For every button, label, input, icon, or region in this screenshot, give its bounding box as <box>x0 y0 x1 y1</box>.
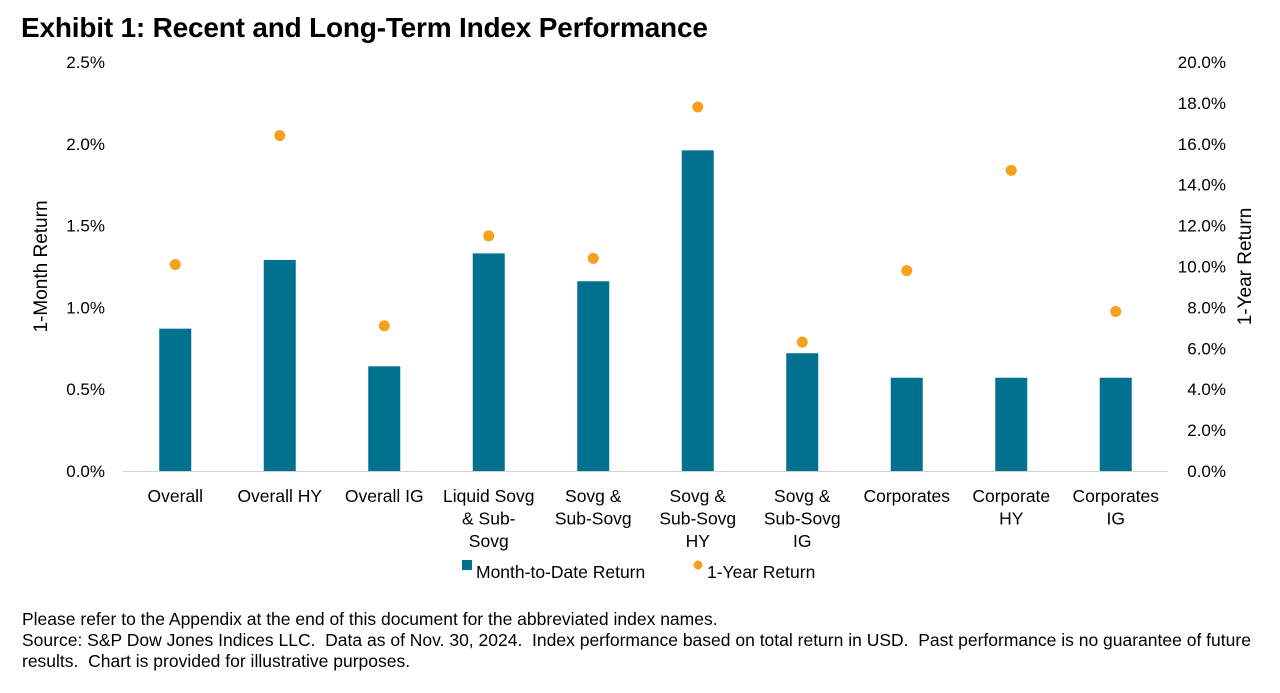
x-category-label-line: Sovg & <box>774 486 831 506</box>
x-category-label: Sovg & Sub-Sovg HY <box>659 486 736 551</box>
point-1-year <box>796 336 808 348</box>
x-category-label: Sovg & Sub-Sovg <box>555 486 632 529</box>
bar-month-to-date <box>159 328 192 471</box>
bar-month-to-date <box>472 253 505 471</box>
x-category-label-line: Sub-Sovg <box>555 509 632 529</box>
bar-month-to-date <box>577 281 610 471</box>
bar-month-to-date <box>263 259 296 471</box>
y-left-tick-label: 2.0% <box>66 135 105 154</box>
x-category-label-line: IG <box>793 531 811 551</box>
y-right-tick-label: 18.0% <box>1178 94 1226 113</box>
x-category-label: Overall <box>148 486 203 506</box>
x-category-label-line: Corporates <box>863 486 950 506</box>
legend-label-month-to-date: Month-to-Date Return <box>476 562 645 582</box>
x-category-label-line: Sovg & <box>565 486 622 506</box>
y-right-tick-label: 6.0% <box>1187 339 1226 358</box>
y-left-tick-label: 2.5% <box>66 53 105 72</box>
x-category-label: Sovg & Sub-Sovg IG <box>764 486 841 551</box>
bar-month-to-date <box>786 353 819 471</box>
chart: 0.0% 0.5% 1.0% 1.5% 2.0% 2.5% 0.0% 2.0% 4.0% 6.0%… <box>31 53 1256 582</box>
y-right-tick-label: 16.0% <box>1178 135 1226 154</box>
x-category-label-line: Corporate <box>972 486 1050 506</box>
point-1-year <box>169 258 181 270</box>
y-right-tick-label: 10.0% <box>1178 258 1226 277</box>
x-category-label-line: Overall <box>148 486 203 506</box>
point-1-year <box>483 230 495 242</box>
y-left-axis-title: 1-Month Return <box>31 200 52 332</box>
x-category-label-line: Sub-Sovg <box>764 509 841 529</box>
point-1-year <box>901 265 913 277</box>
x-category-label: Overall HY <box>237 486 322 506</box>
point-1-year <box>587 252 599 264</box>
y-right-tick-label: 20.0% <box>1178 53 1226 72</box>
bar-month-to-date <box>1099 377 1132 471</box>
y-left-tick-label: 0.0% <box>66 462 105 481</box>
x-category-label-line: IG <box>1107 509 1125 529</box>
y-right-tick-label: 4.0% <box>1187 380 1226 399</box>
x-category-label: Overall IG <box>345 486 424 506</box>
footnotes: Please refer to the Appendix at the end … <box>22 609 1267 672</box>
y-left-tick-label: 1.0% <box>66 298 105 317</box>
x-category-label-line: Corporates <box>1072 486 1159 506</box>
x-category-label-line: Liquid Sovg <box>443 486 534 506</box>
x-category-label-line: HY <box>686 531 711 551</box>
legend-swatch-1-year <box>693 560 703 570</box>
chart-title: Exhibit 1: Recent and Long-Term Index Pe… <box>21 12 708 43</box>
y-right-tick-label: 8.0% <box>1187 298 1226 317</box>
legend-swatch-month-to-date <box>462 560 472 570</box>
x-category-label-line: HY <box>999 509 1024 529</box>
x-category-label-line: Overall HY <box>237 486 322 506</box>
y-right-tick-label: 0.0% <box>1187 462 1226 481</box>
x-category-label-line: Sovg & <box>670 486 727 506</box>
y-left-tick-label: 1.5% <box>66 217 105 236</box>
x-category-label-line: Overall IG <box>345 486 424 506</box>
bar-month-to-date <box>995 377 1028 471</box>
y-right-tick-label: 2.0% <box>1187 421 1226 440</box>
bar-month-to-date <box>890 377 923 471</box>
x-category-label-line: Sub-Sovg <box>659 509 736 529</box>
point-1-year <box>1110 305 1122 317</box>
legend-label-1-year: 1-Year Return <box>707 562 815 582</box>
y-right-tick-label: 14.0% <box>1178 176 1226 195</box>
appendix-note: Please refer to the Appendix at the end … <box>22 609 718 629</box>
x-category-label: Corporates IG <box>1072 486 1159 529</box>
point-1-year <box>274 130 286 142</box>
point-1-year <box>1005 164 1017 176</box>
x-category-label-line: Sovg <box>469 531 509 551</box>
x-category-label: Liquid Sovg & Sub-Sovg <box>443 486 534 551</box>
source-note: Source: S&P Dow Jones Indices LLC. Data … <box>22 630 1256 671</box>
x-category-label-line: & Sub- <box>462 509 516 529</box>
point-1-year <box>378 320 390 332</box>
y-right-axis-title: 1-Year Return <box>1235 208 1256 326</box>
x-category-label: Corporate HY <box>972 486 1050 529</box>
point-1-year <box>692 101 704 113</box>
y-right-tick-label: 12.0% <box>1178 217 1226 236</box>
bar-month-to-date <box>681 150 714 471</box>
y-left-tick-label: 0.5% <box>66 380 105 399</box>
bar-month-to-date <box>368 366 401 471</box>
x-category-label: Corporates <box>863 486 950 506</box>
